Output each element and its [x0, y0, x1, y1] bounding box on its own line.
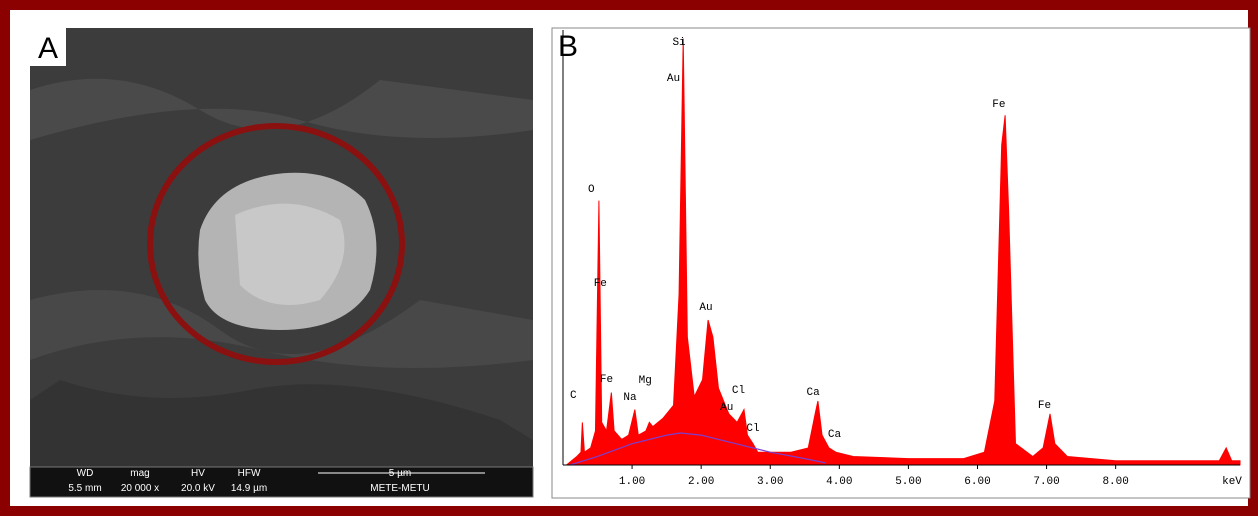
peak-label: Fe [1038, 400, 1051, 412]
info-label: HV [191, 468, 205, 479]
x-tick-label: 5.00 [895, 476, 921, 488]
spectrum-area [565, 38, 1241, 466]
x-tick-label: 3.00 [757, 476, 783, 488]
background-line [569, 432, 826, 466]
x-axis-label: keV [1222, 476, 1242, 488]
peak-label: Ca [806, 387, 820, 399]
peak-label: Ca [828, 429, 842, 441]
peak-label: Au [667, 73, 680, 85]
peak-label: Si [672, 37, 686, 49]
x-tick-label: 2.00 [688, 476, 714, 488]
peak-label: Au [720, 402, 733, 414]
peak-label: Au [699, 302, 712, 314]
sem-image: A WD 5.5 mm mag 20 000 x HV 20.0 kV HFW … [29, 28, 534, 498]
info-value: 20.0 kV [181, 483, 215, 494]
peak-label: Na [623, 392, 637, 404]
peak-label: Fe [600, 374, 613, 386]
peak-label: Mg [639, 375, 652, 387]
x-tick-label: 1.00 [619, 476, 645, 488]
peak-label: Cl [732, 385, 745, 397]
info-value: 14.9 µm [231, 483, 267, 494]
info-value: METE-METU [370, 483, 429, 494]
x-tick-label: 4.00 [826, 476, 852, 488]
spectrum: 1.00 2.00 3.00 4.00 5.00 6.00 7.00 8.00 keV Si Au O… [562, 30, 1242, 488]
info-value: 20 000 x [121, 483, 159, 494]
info-label: WD [77, 468, 94, 479]
peak-label: Fe [594, 278, 607, 290]
peak-label: Fe [992, 99, 1005, 111]
info-value: 5.5 mm [68, 483, 101, 494]
peak-label: O [588, 184, 595, 196]
peak-label: Cl [746, 423, 759, 435]
x-tick-label: 8.00 [1102, 476, 1128, 488]
x-tick-label: 7.00 [1033, 476, 1059, 488]
info-label: mag [130, 468, 149, 479]
peak-label: C [570, 390, 577, 402]
panel-label: A [38, 32, 58, 65]
panel-label: B [558, 30, 578, 63]
info-label: HFW [238, 468, 261, 479]
x-tick-label: 6.00 [964, 476, 990, 488]
